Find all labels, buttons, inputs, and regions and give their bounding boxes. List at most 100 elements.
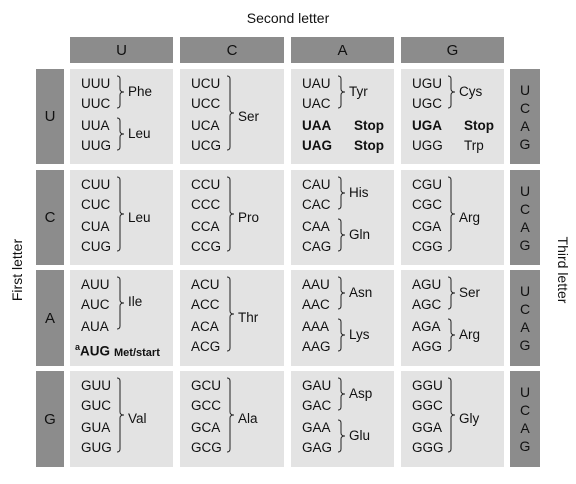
- codon-cell-cc: CCU CCC CCA CCG Pro: [180, 170, 284, 265]
- codon-cug: CUG: [81, 239, 111, 254]
- codon-aug: AUG: [80, 343, 111, 359]
- codon-uua: UUA: [81, 118, 110, 133]
- codon-cell-gu: GUU GUC GUA GUG Val: [70, 371, 173, 467]
- codon-aac: AAC: [302, 297, 330, 312]
- codon-cau: CAU: [302, 177, 331, 192]
- codon-uuc: UUC: [81, 96, 111, 111]
- amino-acid-pro: Pro: [238, 210, 260, 225]
- codon-gag: GAG: [302, 440, 333, 455]
- brace-uu-bottom: [116, 117, 126, 151]
- codon-cell-uc: UCU UCC UCA UCG Ser: [180, 69, 284, 164]
- amino-acid-leu: Leu: [128, 210, 151, 225]
- stop-label-uag: Stop: [354, 138, 384, 153]
- codon-aca: ACA: [191, 319, 219, 334]
- codon-ugg: UGG: [412, 138, 443, 153]
- superscript-a: a: [75, 342, 81, 352]
- codon-acu: ACU: [191, 277, 220, 292]
- codon-ccg: CCG: [191, 239, 221, 254]
- codon-caa: CAA: [302, 219, 330, 234]
- brace-ga-top: [337, 377, 347, 411]
- amino-acid-cys: Cys: [459, 84, 483, 99]
- codon-cuc: CUC: [81, 197, 111, 212]
- codon-auc: AUC: [81, 297, 110, 312]
- codon-uca: UCA: [191, 118, 220, 133]
- brace-ca-bottom: [337, 218, 347, 252]
- codon-cga: CGA: [412, 219, 442, 234]
- codon-cell-aa: AAU AAC AAA AAG Asn Lys: [291, 270, 394, 366]
- codon-cell-ag: AGU AGC AGA AGG Ser Arg: [401, 270, 504, 366]
- second-letter-label: Second letter: [246, 10, 330, 26]
- third-letter-u: U: [519, 384, 531, 400]
- third-letter-column-row-u: U C A G: [510, 69, 540, 164]
- codon-acg: ACG: [191, 339, 221, 354]
- brace-ag-bottom: [447, 318, 457, 352]
- codon-cell-ga: GAU GAC GAA GAG Asp Glu: [291, 371, 394, 467]
- codon-gca: GCA: [191, 420, 221, 435]
- second-letter-header-c: C: [180, 37, 284, 63]
- amino-acid-lys: Lys: [349, 327, 370, 342]
- codon-aaa: AAA: [302, 319, 330, 334]
- codon-uaa: UAA: [302, 118, 332, 133]
- amino-acid-leu: Leu: [128, 126, 151, 141]
- codon-cgu: CGU: [412, 177, 442, 192]
- first-letter-label: First letter: [9, 238, 25, 302]
- amino-acid-ile: Ile: [128, 294, 143, 309]
- brace-uu-top: [116, 75, 126, 109]
- codon-agg: AGG: [412, 339, 443, 354]
- stop-label-uga: Stop: [464, 118, 494, 133]
- codon-aga: AGA: [412, 319, 441, 334]
- codon-cell-gg: GGU GGC GGA GGG Gly: [401, 371, 504, 467]
- amino-acid-phe: Phe: [128, 84, 153, 99]
- first-letter-header-u: U: [36, 69, 64, 164]
- codon-cgg: CGG: [412, 239, 443, 254]
- codon-gga: GGA: [412, 420, 443, 435]
- amino-acid-glu: Glu: [349, 428, 371, 443]
- third-letter-g: G: [519, 236, 531, 253]
- codon-ccu: CCU: [191, 177, 221, 192]
- amino-acid-thr: Thr: [238, 310, 259, 325]
- codon-cell-au: AUU AUC AUA aAUG Met/start Ile: [70, 270, 173, 366]
- third-letter-a: A: [520, 218, 530, 235]
- codon-cag: CAG: [302, 239, 332, 254]
- met-start-label: Met/start: [114, 346, 160, 359]
- codon-uug: UUG: [81, 138, 111, 153]
- second-letter-header-u: U: [70, 37, 173, 63]
- second-letter-header-a: A: [291, 37, 394, 63]
- second-letter-header-g: G: [401, 37, 504, 63]
- brace-cu: [116, 176, 126, 252]
- codon-ugc: UGC: [412, 96, 442, 111]
- codon-gua: GUA: [81, 420, 111, 435]
- third-letter-u: U: [519, 182, 531, 199]
- codon-cell-ug: UGU UGC UGA UGG Cys Stop Trp: [401, 69, 504, 164]
- codon-cell-ua: UAU UAC UAA UAG Tyr Stop Stop: [291, 69, 394, 164]
- codon-uac: UAC: [302, 96, 331, 111]
- codon-acc: ACC: [191, 297, 220, 312]
- stop-label-uaa: Stop: [354, 118, 384, 133]
- amino-acid-arg: Arg: [459, 327, 481, 342]
- codon-uuu: UUU: [81, 76, 111, 91]
- third-letter-c: C: [519, 301, 531, 317]
- third-letter-c: C: [519, 99, 531, 116]
- codon-aag: AAG: [302, 339, 331, 354]
- third-letter-column-row-g: U C A G: [510, 371, 540, 467]
- codon-gac: GAC: [302, 398, 332, 413]
- third-letter-g: G: [519, 135, 531, 152]
- amino-acid-gln: Gln: [349, 227, 371, 242]
- brace-uc: [226, 75, 236, 151]
- third-letter-label: Third letter: [555, 236, 571, 304]
- codon-ggc: GGC: [412, 398, 443, 413]
- first-letter-header-c: C: [36, 170, 64, 265]
- amino-acid-asp: Asp: [349, 386, 373, 401]
- brace-ca-top: [337, 176, 347, 210]
- codon-guu: GUU: [81, 378, 111, 393]
- brace-ua-top: [337, 75, 347, 109]
- codon-gcc: GCC: [191, 398, 221, 413]
- first-letter-header-a: A: [36, 270, 64, 366]
- third-letter-a: A: [520, 420, 530, 436]
- codon-cuu: CUU: [81, 177, 111, 192]
- codon-ucg: UCG: [191, 138, 221, 153]
- codon-gau: GAU: [302, 378, 332, 393]
- first-letter-header-g: G: [36, 371, 64, 467]
- codon-agu: AGU: [412, 277, 442, 292]
- third-letter-column-row-a: U C A G: [510, 270, 540, 366]
